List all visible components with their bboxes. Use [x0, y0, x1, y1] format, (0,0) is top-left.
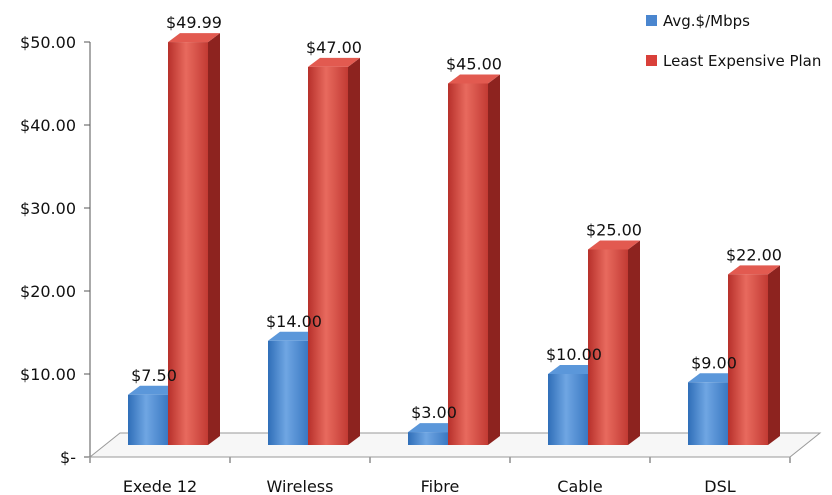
bar-front	[128, 394, 168, 445]
x-tick-label: Exede 12	[123, 477, 197, 495]
data-label: $47.00	[306, 38, 362, 57]
bar-side	[488, 74, 500, 445]
data-label: $9.00	[691, 353, 737, 372]
chart-data-labels: $7.50 $49.99 $14.00 $47.00 $3.00 $45.00 $10.00…	[131, 13, 782, 422]
x-tick-label: Wireless	[267, 477, 334, 495]
y-tick-label: $40.00	[20, 116, 76, 135]
bar-front	[268, 340, 308, 445]
bar-front	[448, 83, 488, 445]
data-label: $14.00	[266, 312, 322, 331]
x-tick-label: Cable	[557, 477, 602, 495]
data-label: $49.99	[166, 13, 222, 32]
bar-top	[128, 385, 180, 395]
bar-side	[768, 265, 780, 445]
bar-front	[408, 432, 448, 445]
bar-front	[548, 374, 588, 445]
y-tick-label: $20.00	[20, 282, 76, 301]
bar-top	[308, 57, 360, 67]
data-label: $7.50	[131, 366, 177, 385]
x-tick-label: DSL	[704, 477, 735, 495]
bar-front	[308, 66, 348, 446]
data-label: $45.00	[446, 55, 502, 74]
bar-side	[348, 57, 360, 446]
bar-top	[588, 240, 640, 250]
bar-least-expensive-wireless	[308, 57, 360, 446]
y-tick-label: $10.00	[20, 365, 76, 384]
y-tick-label: $-	[60, 448, 76, 467]
data-label: $3.00	[411, 403, 457, 422]
bar-least-expensive-fibre	[448, 74, 500, 445]
legend-swatch	[646, 55, 657, 66]
x-tick-label: Fibre	[421, 477, 460, 495]
bar-least-expensive-dsl	[728, 265, 780, 445]
bar-top	[688, 373, 740, 383]
bar-least-expensive-exede-12	[168, 33, 220, 445]
bar-top	[448, 74, 500, 84]
bar-side	[628, 240, 640, 445]
bar-top	[548, 365, 600, 374]
legend-swatch	[646, 15, 657, 26]
bar-front	[588, 249, 628, 445]
bar-top	[728, 265, 780, 275]
chart-bars	[128, 33, 780, 446]
bar-side	[208, 33, 220, 445]
bar-front	[728, 274, 768, 445]
bar-least-expensive-cable	[588, 240, 640, 445]
bar-top	[168, 33, 220, 43]
data-label: $22.00	[726, 245, 782, 264]
bar-top	[408, 423, 460, 433]
data-label: $10.00	[546, 345, 602, 364]
bar-front	[688, 382, 728, 445]
legend-label: Avg.$/Mbps	[663, 12, 750, 30]
y-tick-label: $30.00	[20, 199, 76, 218]
bar-top	[268, 331, 320, 341]
chart-legend: Avg.$/Mbps Least Expensive Plan	[646, 12, 821, 70]
bar-front	[168, 42, 208, 445]
y-tick-label: $50.00	[20, 33, 76, 52]
legend-label: Least Expensive Plan	[663, 52, 821, 70]
data-label: $25.00	[586, 221, 642, 240]
